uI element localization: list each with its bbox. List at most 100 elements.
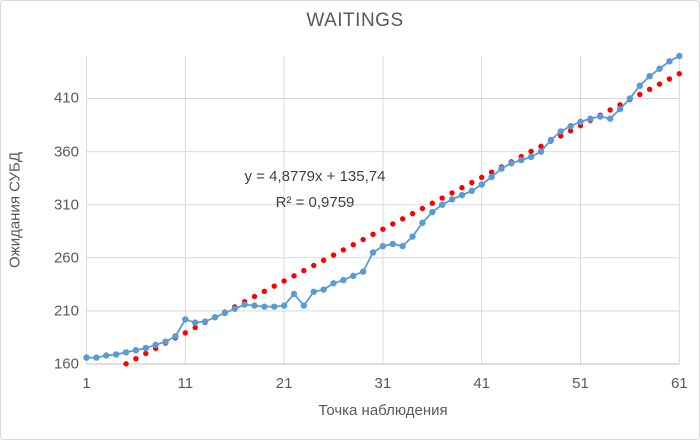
data-point-marker (191, 319, 199, 326)
data-point-marker (429, 208, 436, 216)
chart-title: WAITINGS (306, 10, 404, 31)
trendline-dot (637, 91, 643, 98)
trendline-dot (380, 226, 386, 232)
data-point-marker (290, 290, 298, 298)
data-point-marker (656, 65, 663, 72)
data-point-marker (83, 354, 90, 361)
data-point-marker (261, 303, 268, 310)
data-point-marker (221, 309, 229, 317)
trendline-dot (449, 190, 455, 196)
trendline-dot (646, 86, 653, 92)
trendline-dot (439, 195, 445, 201)
trendline-dot (429, 200, 435, 206)
x-tick-label-61: 61 (670, 375, 688, 392)
data-point-marker (251, 302, 258, 309)
trendline-dot (330, 252, 337, 258)
data-point-marker (359, 268, 367, 275)
data-point-marker (162, 338, 169, 345)
trendline-dot (409, 210, 416, 217)
trendline-dot (607, 107, 613, 113)
y-tick-label-360: 360 (53, 143, 79, 161)
data-point-marker (458, 191, 466, 199)
data-point-marker (438, 201, 446, 208)
trendline-dot (370, 231, 376, 238)
trendline-dot (182, 330, 188, 336)
data-point-marker (340, 276, 347, 284)
y-tick-label-260: 260 (53, 249, 79, 267)
data-point-marker (241, 301, 248, 308)
data-point-marker (537, 148, 545, 155)
data-point-marker (122, 349, 130, 356)
y-axis-title: Ожидания СУБД (6, 152, 24, 268)
data-point-marker (488, 173, 495, 181)
x-tick-label-51: 51 (572, 375, 589, 392)
data-point-marker (142, 344, 149, 352)
data-point-marker (320, 286, 327, 293)
trendline-dot (350, 242, 356, 248)
trendline-equation: y = 4,8779x + 135,74 (244, 168, 386, 185)
data-point-marker (567, 122, 574, 130)
data-point-marker (330, 280, 337, 287)
data-point-marker (646, 72, 653, 80)
data-point-marker (419, 219, 426, 226)
data-point-marker (498, 165, 505, 172)
trendline-dot (528, 148, 534, 155)
data-point-marker (518, 156, 525, 164)
data-point-marker (172, 333, 179, 340)
trendline-dot (469, 179, 475, 186)
trendline-dot (261, 288, 268, 295)
data-point-marker (399, 242, 406, 250)
trendline-dot (656, 81, 663, 87)
data-point-marker (676, 52, 683, 60)
y-tick-label-410: 410 (53, 89, 79, 107)
trendline-label: y = 4,8779x + 135,74 R² = 0,9759 (245, 164, 386, 216)
trendline-dot (419, 205, 426, 212)
data-point-marker (587, 115, 594, 122)
trendline-dot (133, 355, 139, 362)
data-point-marker (300, 302, 308, 309)
data-point-marker (103, 352, 110, 359)
trendline-dot (567, 128, 574, 134)
data-point-marker (231, 305, 238, 312)
data-point-marker (280, 302, 288, 309)
trendline-dot (676, 71, 682, 77)
x-axis-title: Точка наблюдения (318, 402, 448, 419)
data-point-marker (271, 303, 278, 310)
trendline-dot (320, 257, 327, 263)
y-tick-label-210: 210 (53, 302, 79, 320)
data-point-marker (636, 82, 643, 89)
trendline-dot (301, 267, 307, 274)
data-point-marker (112, 351, 120, 358)
data-point-marker (132, 346, 140, 354)
trendline-dot (666, 76, 673, 82)
data-point-marker (606, 115, 614, 122)
data-point-marker (597, 113, 604, 120)
trendline-dot (617, 102, 623, 108)
trendline-dot (281, 278, 287, 284)
data-point-marker (310, 288, 317, 295)
data-point-marker (666, 58, 673, 65)
data-point-marker (626, 95, 634, 102)
trendline-dot (488, 169, 495, 175)
data-point-marker (448, 196, 456, 203)
y-tick-label-310: 310 (53, 196, 79, 214)
trendline-dot (123, 361, 129, 367)
data-point-marker (616, 105, 624, 113)
trendline-dot (459, 185, 465, 191)
trendline-dot (271, 283, 277, 289)
data-point-marker (379, 242, 387, 250)
data-point-marker (468, 187, 476, 195)
trendline-dot (399, 216, 406, 222)
x-tick-label-31: 31 (374, 375, 392, 392)
trendline-dot (479, 174, 485, 181)
data-point-marker (478, 181, 485, 188)
data-point-marker (508, 160, 515, 167)
trendline-dot (291, 273, 297, 279)
x-tick-label-11: 11 (177, 375, 194, 392)
trendline-dot (360, 236, 366, 243)
r-squared-label: R² = 0,9759 (275, 194, 355, 211)
trendline-dot (340, 247, 347, 253)
x-tick-label-21: 21 (275, 375, 293, 392)
trendline-dot (390, 221, 396, 227)
